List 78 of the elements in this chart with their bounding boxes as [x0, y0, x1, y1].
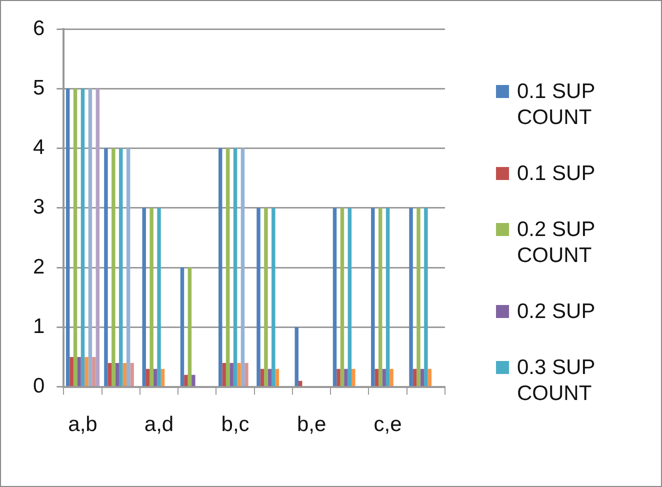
bar	[142, 208, 146, 386]
bar	[256, 208, 260, 386]
x-tick-label: c,e	[374, 413, 402, 436]
bar	[275, 368, 279, 386]
bar	[420, 368, 424, 386]
bar	[126, 148, 130, 386]
bar	[92, 356, 96, 386]
bar	[386, 208, 390, 386]
bar	[157, 208, 161, 386]
x-tick-label: b,c	[221, 413, 250, 436]
bar	[184, 374, 188, 386]
bar	[192, 374, 196, 386]
x-tick-label: a,d	[144, 413, 174, 436]
y-tick-label: 1	[32, 314, 45, 338]
bar	[230, 362, 234, 386]
bar	[70, 356, 74, 386]
bar	[104, 148, 108, 386]
bar	[336, 368, 340, 386]
bar	[73, 88, 78, 386]
bar	[428, 368, 432, 386]
legend-label: 0.2 SUP COUNT	[517, 217, 596, 269]
bar	[122, 362, 126, 386]
bar	[332, 208, 337, 386]
bar	[390, 368, 394, 386]
y-tick-label: 0	[32, 374, 45, 398]
bar	[80, 88, 85, 386]
bar	[108, 362, 112, 386]
bar	[352, 368, 356, 386]
y-tick-label: 4	[32, 136, 45, 160]
bar	[153, 368, 158, 386]
legend-label: 0.2 SUP	[517, 299, 596, 325]
bar	[160, 368, 165, 386]
legend-label: 0.1 SUP	[517, 161, 596, 187]
bar	[344, 368, 348, 386]
bar	[119, 148, 123, 386]
bar	[112, 148, 116, 386]
y-tick-label: 5	[32, 76, 45, 100]
bar	[340, 208, 344, 386]
y-tick-label: 2	[32, 255, 45, 278]
y-tick-label: 3	[32, 196, 45, 219]
bar	[237, 362, 241, 386]
bar	[96, 88, 100, 386]
bar	[382, 368, 386, 386]
bar	[180, 268, 184, 386]
bar	[260, 368, 264, 386]
bar	[378, 208, 382, 386]
bar	[268, 368, 272, 386]
bar	[374, 368, 378, 386]
bar	[294, 327, 298, 386]
bar	[272, 208, 276, 386]
bar	[77, 356, 81, 386]
bar	[188, 268, 192, 386]
y-tick-label: 6	[32, 16, 45, 40]
legend-label: 0.3 SUP COUNT	[517, 355, 596, 407]
bar	[412, 368, 417, 386]
bar	[84, 356, 88, 386]
bar	[150, 208, 154, 386]
bar	[88, 88, 92, 386]
x-tick-label: b,e	[296, 413, 326, 436]
bar	[240, 148, 245, 386]
bar	[348, 208, 352, 386]
bar	[424, 208, 428, 386]
bar	[222, 362, 226, 386]
bar	[233, 148, 238, 386]
bar	[409, 208, 413, 386]
bar	[298, 380, 302, 386]
bar	[244, 362, 248, 386]
bar	[218, 148, 222, 386]
bar	[264, 208, 268, 386]
bar	[226, 148, 230, 386]
x-tick-label: a,b	[68, 413, 98, 436]
bar	[130, 362, 134, 386]
bar	[371, 208, 375, 386]
legend-label: 0.1 SUP COUNT	[517, 79, 596, 131]
bar	[416, 208, 420, 386]
bar	[115, 362, 120, 386]
bar	[146, 368, 150, 386]
bar	[66, 88, 70, 386]
